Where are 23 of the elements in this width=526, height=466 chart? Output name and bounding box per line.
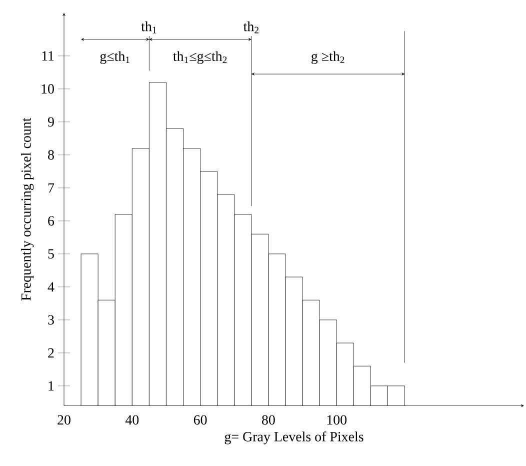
annotation: g ≥th$_{2}$ <box>312 51 344 64</box>
ref-line-label: th$_{2}$ <box>243 21 258 34</box>
y-axis-title: Frequently occurring pixel count <box>20 118 34 301</box>
y-tick-label: 8 <box>48 150 54 160</box>
y-tick-label: 4 <box>48 282 54 292</box>
x-tick-label: 40 <box>125 415 139 425</box>
y-tick-label: 2 <box>48 348 54 358</box>
y-tick-label: 1 <box>48 381 54 391</box>
y-tick-label: 3 <box>48 315 54 325</box>
annotation: g≤th$_{1}$ <box>100 51 130 64</box>
x-axis-title: g= Gray Levels of Pixels <box>224 431 364 444</box>
y-tick-label: 7 <box>48 183 54 192</box>
annotation: th$_{1}$≤g≤th$_{2}$ <box>173 51 227 64</box>
y-tick-label: 11 <box>42 51 54 60</box>
x-tick-label: 80 <box>262 415 275 425</box>
y-tick-label: 5 <box>48 249 54 259</box>
x-tick-label: 60 <box>194 415 207 425</box>
x-tick-label: 100 <box>327 415 347 425</box>
y-tick-label: 10 <box>42 84 54 94</box>
x-tick-label: 20 <box>58 415 70 425</box>
y-tick-label: 6 <box>48 216 54 226</box>
y-tick-label: 9 <box>48 117 54 127</box>
ref-line-label: th$_{1}$ <box>141 21 156 34</box>
